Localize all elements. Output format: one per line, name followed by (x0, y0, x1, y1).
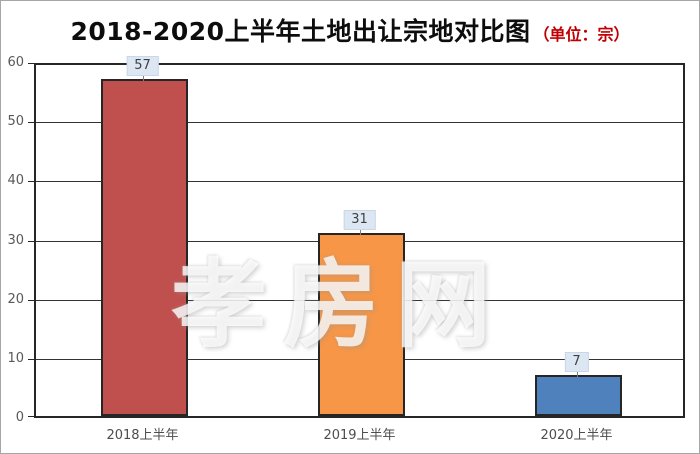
value-label: 57 (126, 55, 159, 76)
value-label-leader (576, 370, 578, 377)
gridline-50 (36, 122, 683, 124)
y-tick-label: 60 (7, 55, 24, 70)
y-tick-mark (28, 63, 34, 64)
value-label-leader (359, 228, 361, 235)
y-tick-mark (28, 240, 34, 242)
chart-title: 2018-2020上半年土地出让宗地对比图 （单位：宗） (1, 12, 699, 48)
chart-title-unit: （单位：宗） (533, 25, 630, 44)
y-tick-label: 0 (15, 410, 24, 425)
y-tick-mark (28, 181, 34, 183)
y-tick-label: 40 (7, 173, 24, 189)
x-axis-label: 2020上半年 (540, 428, 613, 443)
bar-2[interactable] (318, 232, 405, 416)
x-axis-label: 2019上半年 (323, 428, 396, 443)
value-label: 7 (564, 351, 589, 372)
y-tick-label: 20 (7, 291, 24, 307)
plot-area (34, 63, 685, 418)
x-axis-label: 2018上半年 (106, 428, 179, 443)
chart-title-text: 2018-2020上半年土地出让宗地对比图 (70, 17, 531, 46)
gridline-40 (36, 181, 683, 183)
bar-1[interactable] (101, 78, 188, 416)
y-tick-mark (28, 358, 34, 360)
bar-3[interactable] (535, 374, 622, 416)
y-tick-label: 30 (7, 232, 24, 248)
y-tick-mark (28, 299, 34, 301)
y-tick-label: 50 (7, 114, 24, 130)
value-label: 31 (343, 209, 376, 230)
y-tick-label: 10 (7, 350, 24, 366)
y-tick-mark (28, 416, 34, 417)
y-tick-mark (28, 122, 34, 124)
value-label-leader (142, 74, 144, 81)
